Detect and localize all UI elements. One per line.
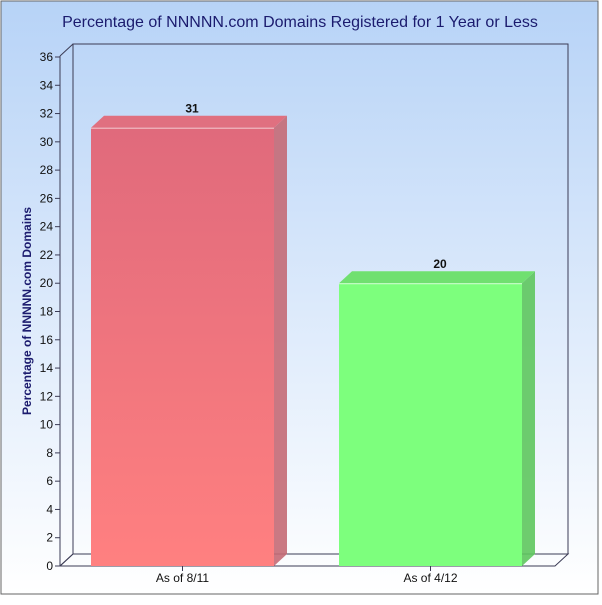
y-tick-label: 0 <box>46 559 53 573</box>
bar-1 <box>91 115 287 566</box>
y-tick-label: 14 <box>40 361 54 375</box>
bar-2 <box>339 271 535 566</box>
y-tick-label: 12 <box>40 389 54 403</box>
y-tick-label: 16 <box>40 333 54 347</box>
y-tick-label: 34 <box>40 78 54 92</box>
bar-top-face <box>91 115 287 128</box>
y-tick-label: 6 <box>46 474 53 488</box>
bar-front-face <box>339 283 522 566</box>
bars: 31 20 <box>91 102 535 566</box>
y-tick-label: 22 <box>40 248 54 262</box>
y-tick-label: 2 <box>46 531 53 545</box>
bar-side-face <box>274 115 287 566</box>
left-wall-edge <box>59 553 74 567</box>
y-tick-label: 28 <box>40 163 54 177</box>
bar-front-face <box>91 127 274 566</box>
x-tick-label: As of 4/12 <box>403 571 457 585</box>
x-axis-ticks: As of 8/11 As of 4/12 <box>156 566 458 585</box>
y-tick-label: 18 <box>40 305 54 319</box>
x-tick-label: As of 8/11 <box>156 571 209 585</box>
y-tick-label: 36 <box>40 50 54 64</box>
y-tick-label: 32 <box>40 107 54 121</box>
y-tick-label: 8 <box>46 446 53 460</box>
data-label: 20 <box>433 257 447 271</box>
chart-title: Percentage of NNNNN.com Domains Register… <box>62 14 538 31</box>
y-tick-label: 30 <box>40 135 54 149</box>
y-tick-label: 10 <box>40 418 54 432</box>
left-wall-top <box>59 43 74 57</box>
y-tick-label: 26 <box>40 191 54 205</box>
y-tick-label: 24 <box>40 220 54 234</box>
y-tick-label: 20 <box>40 276 54 290</box>
bar-top-face <box>339 271 535 284</box>
bar-side-face <box>522 271 535 566</box>
y-axis-label: Percentage of NNNNN.com Domains <box>20 207 34 415</box>
y-tick-label: 4 <box>46 502 53 516</box>
data-label: 31 <box>185 102 199 116</box>
